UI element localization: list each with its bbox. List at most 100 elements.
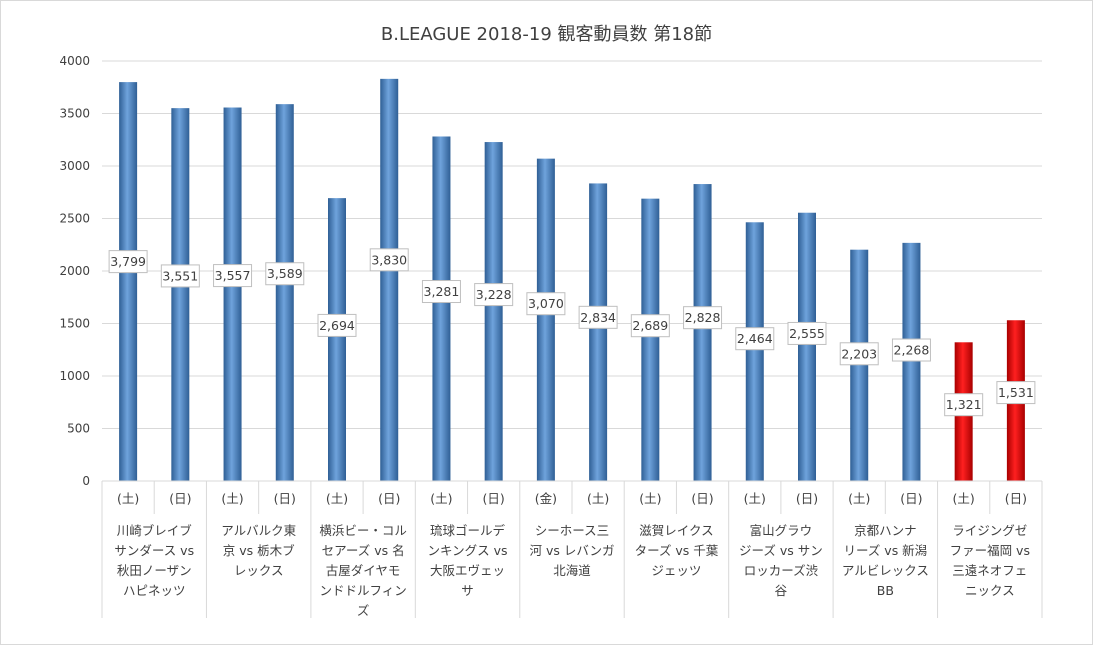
x-tick-day-label: (日) [1005,491,1027,506]
bar [275,104,294,481]
bar [536,158,555,481]
x-group-label: 京 vs 栃木ブ [223,543,295,558]
x-group-label: 琉球ゴールデ [430,523,506,538]
bar [589,183,608,481]
bar [484,142,503,481]
data-label-box [944,393,984,417]
bar [119,82,138,481]
x-group-label: ジェッツ [651,563,701,578]
x-tick-day-label: (日) [691,491,713,506]
gridlines [102,60,1042,429]
data-label-box [213,264,253,288]
data-label: 3,281 [424,284,460,299]
data-label-box [787,321,827,345]
x-group-label: ニックス [965,583,1015,598]
data-labels: 3,799 3,551 3,557 3,589 2,694 3,830 3,281 3,228… [108,248,1036,417]
data-label: 1,321 [946,397,982,412]
y-tick-label: 3500 [59,107,90,121]
x-tick-day-label: (土) [587,491,609,506]
data-label: 3,557 [215,268,251,283]
bar [171,108,190,482]
x-group-label: サ [461,583,474,598]
x-tick-day-label: (土) [221,491,243,506]
x-tick-day-label: (日) [796,491,818,506]
x-group-label: アルバルク東 [221,523,296,538]
x-group-label: 北海道 [553,563,591,578]
y-tick-label: 500 [67,422,90,436]
bar [328,198,346,481]
x-tick-day-label: (土) [953,491,975,506]
x-group-label: 川崎ブレイブ [117,523,193,538]
x-tick-day-label: (日) [274,491,296,506]
x-tick-day-label: (土) [117,491,139,506]
data-label-box [421,280,461,304]
y-tick-label: 2000 [59,264,90,278]
x-group-label: 滋賀レイクス [639,523,713,538]
data-label-box [108,250,148,274]
data-label: 2,555 [789,326,825,341]
bar [380,78,399,481]
x-group-label: 秋田ノーザン [117,563,192,578]
bar [693,184,712,481]
y-tick-label: 4000 [59,54,90,68]
chart-title: B.LEAGUE 2018-19 観客動員数 第18節 [380,24,713,45]
y-tick-label: 1500 [59,317,90,331]
x-tick-day-label: (土) [430,491,452,506]
data-label-box [891,338,931,362]
x-tick-day-label: (日) [378,491,400,506]
x-group-label: ターズ vs 千葉 [635,543,719,558]
data-label: 2,828 [685,310,721,325]
data-label-box [996,381,1036,405]
bars [119,78,1025,482]
data-label: 3,070 [528,296,564,311]
data-label: 3,799 [110,254,146,269]
data-label: 2,689 [632,318,668,333]
bar [223,107,242,481]
x-axis: (土) (日) (土) (日) (土) (日) (土) (日) (金) (土) (土) (日) (土) (… [101,480,1043,618]
x-group-label: レックス [234,563,284,578]
data-label: 1,531 [998,385,1034,400]
x-group-label: ンドドルフィン [319,583,406,598]
data-label-box [735,327,775,351]
data-label: 3,551 [162,268,198,283]
data-label-box [578,305,618,329]
data-label-box [317,313,357,337]
data-label-box [474,283,514,307]
data-label-box [630,314,670,338]
x-group-label: 富山グラウ [750,523,813,538]
x-tick-day-label: (土) [326,491,348,506]
data-label: 2,464 [737,331,773,346]
x-tick-day-label: (土) [639,491,661,506]
data-label: 2,694 [319,318,355,333]
data-label: 2,268 [894,343,930,358]
bar [798,212,816,481]
data-label: 3,830 [371,252,407,267]
y-tick-label: 2500 [59,212,90,226]
x-group-label: ハピネッツ [123,583,186,598]
x-group-label: 三遠ネオフェ [952,563,1027,578]
x-group-label: ファー福岡 vs [950,543,1030,558]
x-group-label: 京都ハンナ [854,523,917,538]
data-label-box [683,306,723,330]
y-tick-label: 1000 [59,369,90,383]
x-tick-day-label: (日) [900,491,922,506]
data-label: 2,203 [841,346,877,361]
x-group-label: ロッカーズ渋 [744,563,818,578]
x-group-label: アルビレックス [842,563,929,578]
y-axis-tick-labels: 0 500 1000 1500 2000 2500 3000 3500 4000 [59,54,90,488]
x-group-label: リーズ vs 新潟 [843,543,927,558]
y-tick-label: 0 [82,474,90,488]
y-tick-label: 3000 [59,159,90,173]
bar [745,222,764,481]
x-tick-day-label: (日) [483,491,505,506]
x-group-label: サンダース vs [114,543,194,558]
bar [902,242,921,481]
x-group-label: シーホース三 [535,523,609,538]
data-label-box [526,292,566,316]
bar [432,136,451,481]
data-label-box [839,342,879,366]
data-label-box [265,262,305,286]
bar [850,249,869,481]
x-tick-day-label: (土) [744,491,766,506]
